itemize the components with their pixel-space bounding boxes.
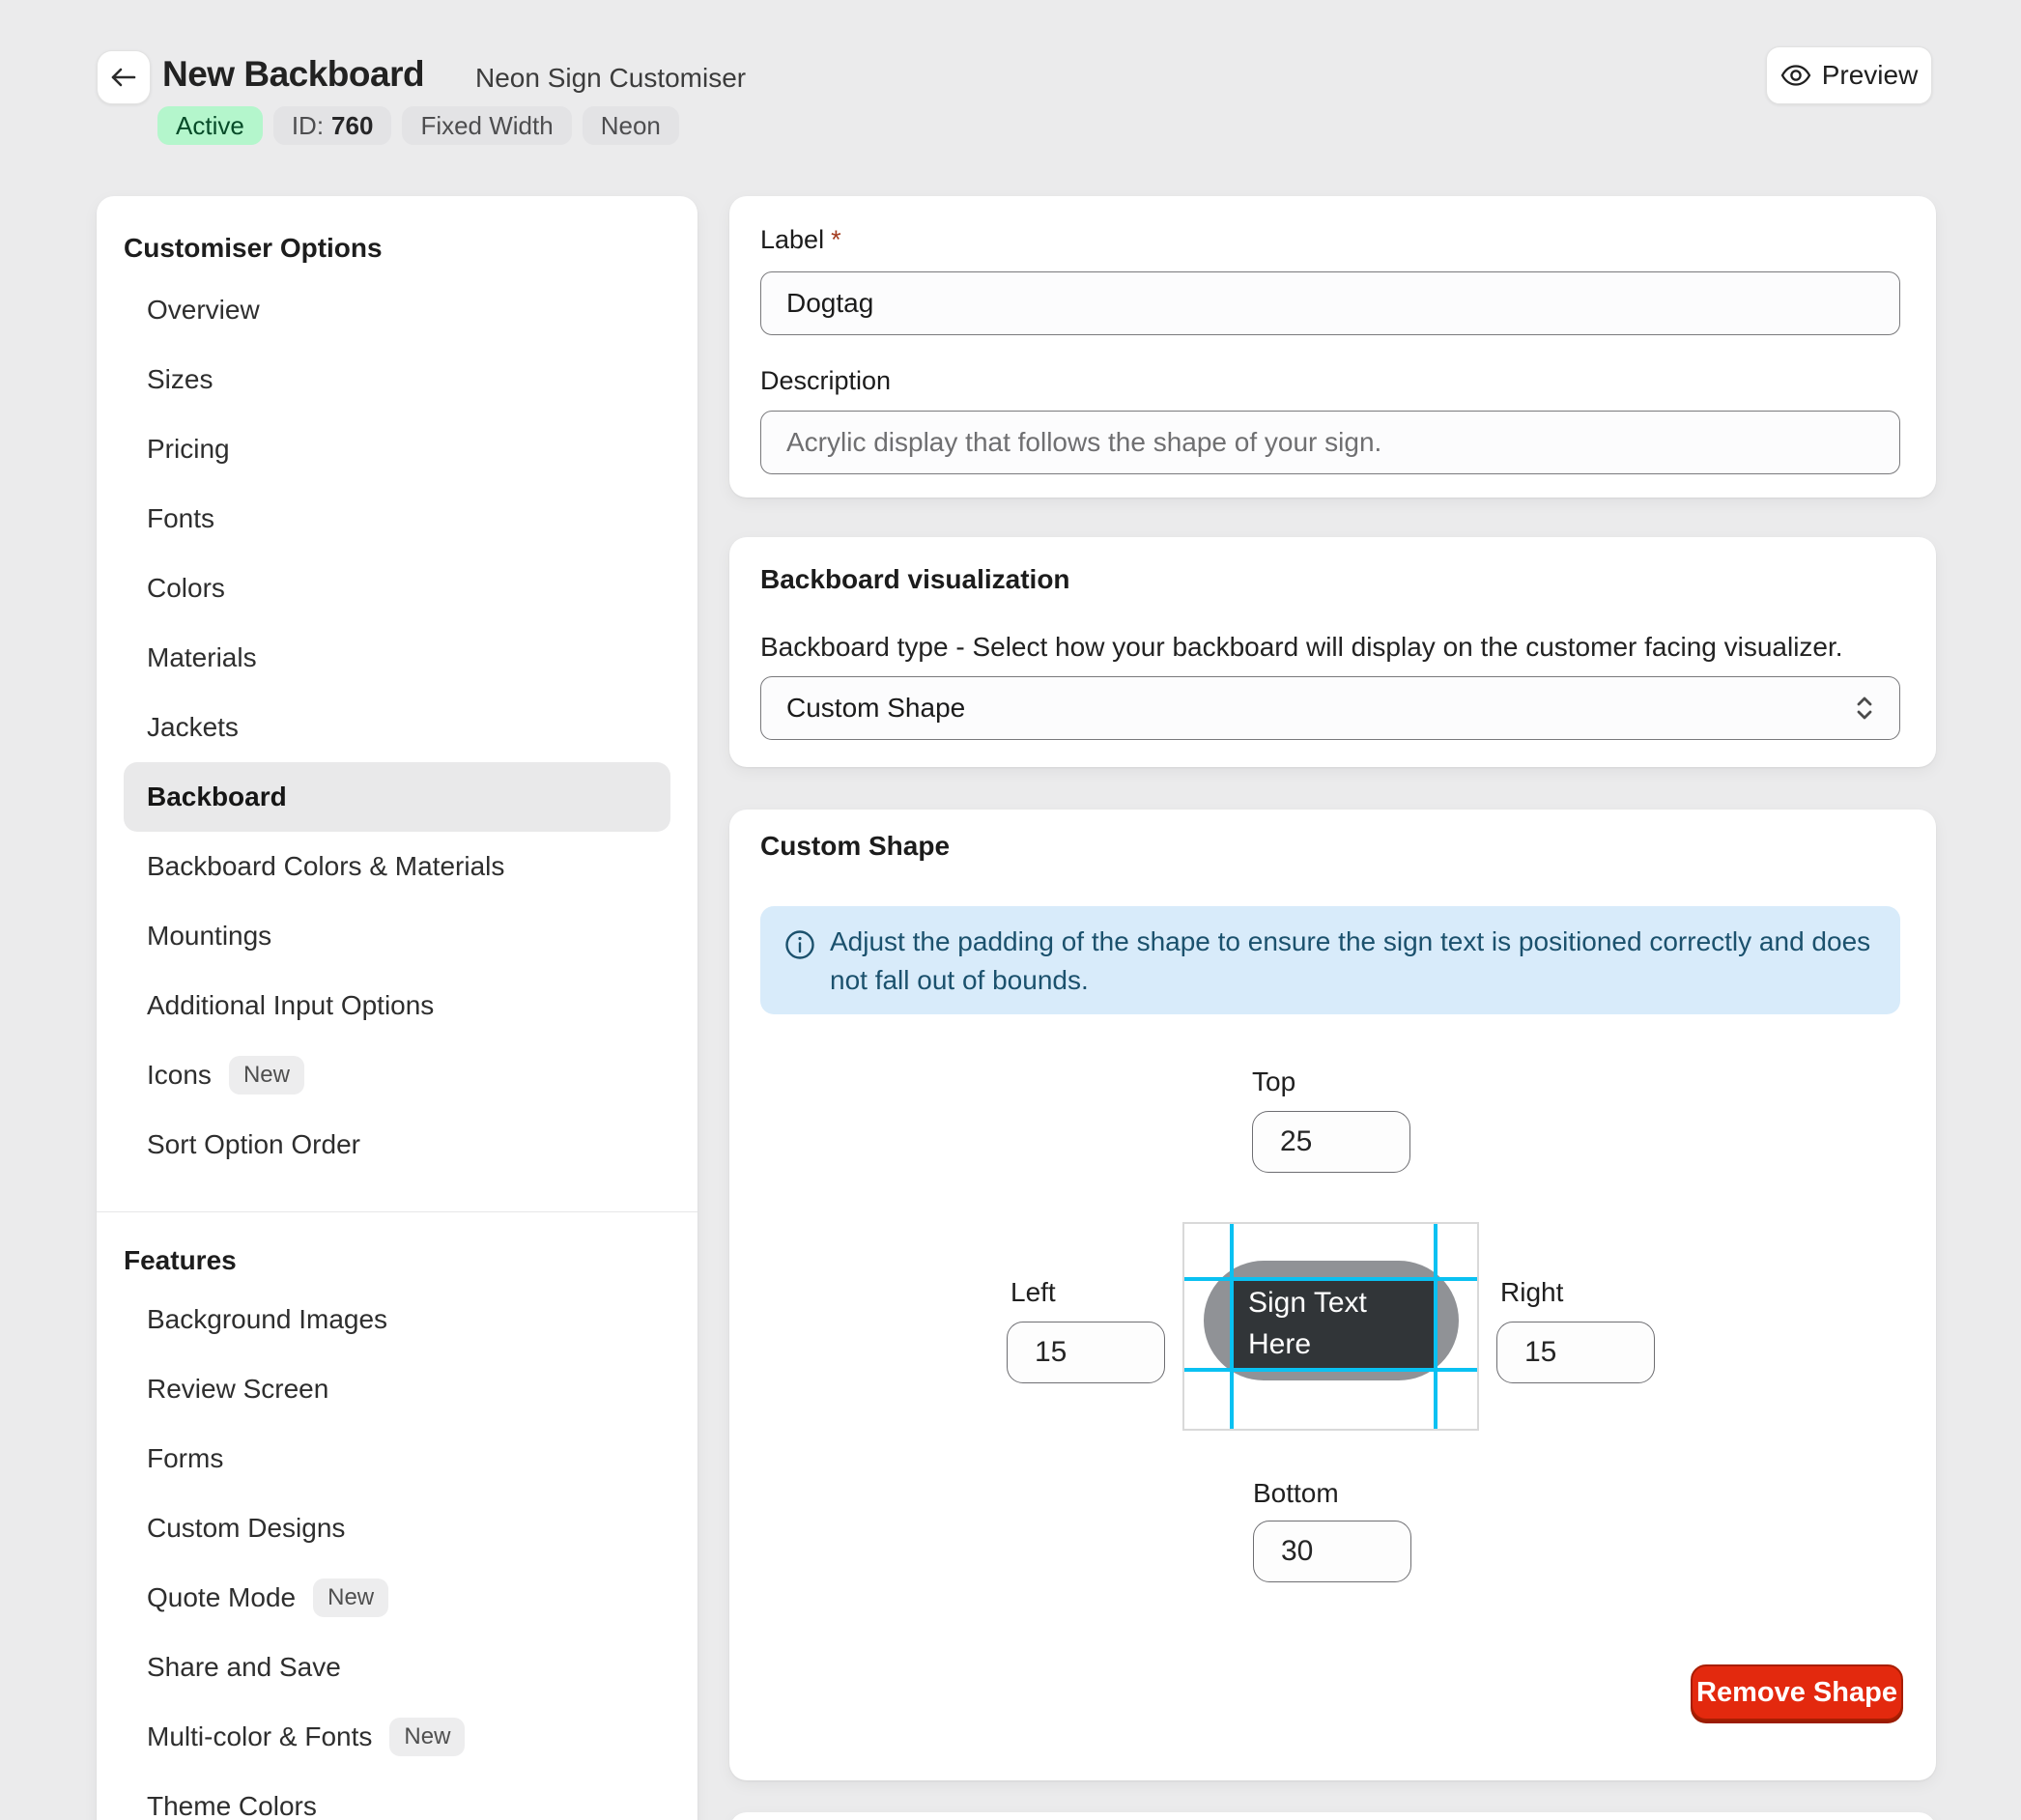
sidebar-item-additional-input-options[interactable]: Additional Input Options bbox=[147, 990, 435, 1020]
sidebar-item-multicolor-fonts[interactable]: Multi-color & Fonts New bbox=[124, 1702, 670, 1772]
sidebar-item-overview[interactable]: Overview bbox=[147, 295, 260, 325]
sidebar-item-materials[interactable]: Materials bbox=[147, 642, 257, 672]
neon-badge: Neon bbox=[582, 106, 679, 145]
sidebar-item-forms[interactable]: Forms bbox=[147, 1443, 224, 1473]
left-padding-guide bbox=[1230, 1224, 1234, 1429]
sidebar-item-backboard[interactable]: Backboard bbox=[124, 762, 670, 832]
new-badge: New bbox=[313, 1578, 389, 1617]
next-card-partial bbox=[729, 1812, 1936, 1820]
sidebar-item-sizes[interactable]: Sizes bbox=[147, 364, 213, 394]
sidebar-item-share-and-save[interactable]: Share and Save bbox=[147, 1652, 341, 1682]
top-padding-guide bbox=[1184, 1277, 1477, 1281]
padding-right-label: Right bbox=[1500, 1277, 1564, 1307]
info-banner-text: Adjust the padding of the shape to ensur… bbox=[830, 926, 1871, 995]
sidebar-item-pricing[interactable]: Pricing bbox=[147, 434, 230, 464]
label-input[interactable] bbox=[760, 271, 1900, 335]
padding-bottom-label: Bottom bbox=[1253, 1478, 1339, 1508]
backboard-type-description: Backboard type - Select how your backboa… bbox=[760, 632, 1843, 662]
chevron-up-down-icon bbox=[1851, 694, 1878, 723]
info-banner: Adjust the padding of the shape to ensur… bbox=[760, 906, 1900, 1014]
sidebar-divider bbox=[97, 1211, 697, 1212]
page-title: New Backboard bbox=[162, 54, 425, 94]
sidebar: Customiser Options Overview Sizes Pricin… bbox=[97, 196, 697, 1820]
sidebar-item-review-screen[interactable]: Review Screen bbox=[147, 1374, 329, 1404]
description-input[interactable] bbox=[760, 411, 1900, 474]
page-subtitle: Neon Sign Customiser bbox=[475, 63, 747, 93]
description-field-label: Description bbox=[760, 366, 892, 395]
padding-right-input[interactable] bbox=[1496, 1322, 1655, 1383]
label-card: Label* Description bbox=[729, 196, 1936, 498]
sign-text-area: Sign Text Here bbox=[1230, 1277, 1434, 1368]
label-field-label: Label * bbox=[760, 225, 841, 254]
backboard-type-selected-value: Custom Shape bbox=[786, 693, 966, 723]
back-button[interactable] bbox=[97, 50, 151, 104]
custom-shape-card: Custom Shape Adjust the padding of the s… bbox=[729, 810, 1936, 1780]
features-heading: Features bbox=[124, 1245, 237, 1275]
back-arrow-icon bbox=[109, 65, 138, 90]
padding-top-input[interactable] bbox=[1252, 1111, 1410, 1173]
id-badge: ID: 760 bbox=[272, 106, 392, 145]
new-badge: New bbox=[389, 1718, 466, 1756]
sidebar-item-custom-designs[interactable]: Custom Designs bbox=[147, 1513, 346, 1543]
badge-row: Active ID: 760 Fixed Width Neon bbox=[157, 106, 679, 145]
shape-preview-canvas: Sign Text Here bbox=[1182, 1222, 1479, 1431]
sidebar-item-theme-colors[interactable]: Theme Colors bbox=[147, 1791, 317, 1820]
sidebar-heading: Customiser Options bbox=[124, 233, 383, 263]
fixed-width-badge: Fixed Width bbox=[402, 106, 572, 145]
sidebar-item-colors[interactable]: Colors bbox=[147, 573, 225, 603]
sidebar-item-backboard-colors-materials[interactable]: Backboard Colors & Materials bbox=[147, 851, 505, 881]
sidebar-item-quote-mode[interactable]: Quote Mode New bbox=[124, 1563, 670, 1633]
padding-left-label: Left bbox=[1010, 1277, 1056, 1307]
padding-bottom-input[interactable] bbox=[1253, 1521, 1411, 1582]
eye-icon bbox=[1780, 64, 1811, 87]
preview-button[interactable]: Preview bbox=[1766, 46, 1932, 104]
backboard-visualization-card: Backboard visualization Backboard type -… bbox=[729, 537, 1936, 767]
remove-shape-button[interactable]: Remove Shape bbox=[1691, 1664, 1903, 1720]
padding-top-label: Top bbox=[1252, 1066, 1296, 1096]
sidebar-item-mountings[interactable]: Mountings bbox=[147, 921, 272, 951]
preview-button-label: Preview bbox=[1821, 60, 1919, 90]
visualization-heading: Backboard visualization bbox=[760, 564, 1070, 594]
required-asterisk: * bbox=[831, 225, 841, 254]
sidebar-item-icons[interactable]: Icons New bbox=[124, 1040, 670, 1110]
new-badge: New bbox=[228, 1056, 304, 1095]
padding-left-input[interactable] bbox=[1007, 1322, 1165, 1383]
backboard-type-select[interactable]: Custom Shape bbox=[760, 676, 1900, 740]
sidebar-item-fonts[interactable]: Fonts bbox=[147, 503, 215, 533]
bottom-padding-guide bbox=[1184, 1368, 1477, 1372]
sign-text-placeholder: Sign Text Here bbox=[1248, 1287, 1367, 1360]
sidebar-item-jackets[interactable]: Jackets bbox=[147, 712, 239, 742]
sidebar-item-sort-option-order[interactable]: Sort Option Order bbox=[147, 1129, 360, 1159]
right-padding-guide bbox=[1434, 1224, 1437, 1429]
sidebar-item-background-images[interactable]: Background Images bbox=[147, 1304, 388, 1334]
status-badge-active: Active bbox=[157, 106, 263, 145]
custom-shape-heading: Custom Shape bbox=[760, 831, 951, 861]
